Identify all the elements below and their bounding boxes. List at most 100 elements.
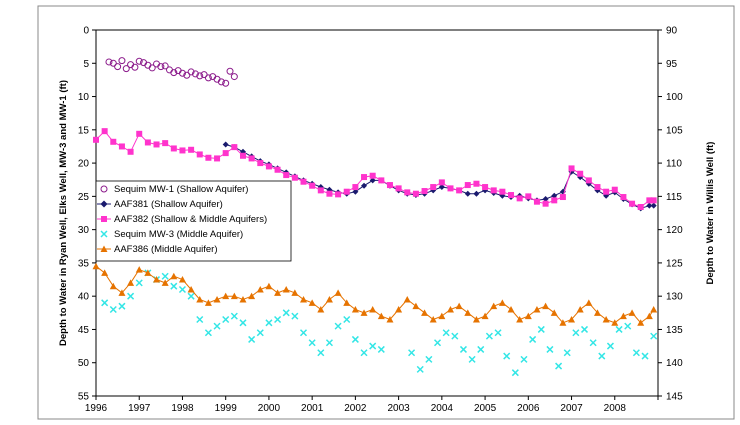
data-point [222, 150, 229, 157]
data-point [118, 57, 126, 65]
x-tick-label: 2008 [604, 403, 627, 414]
data-point [231, 144, 238, 151]
data-point [178, 69, 186, 77]
data-point [308, 339, 316, 347]
y-left-tick-label: 25 [78, 192, 90, 203]
y-right-tick-label: 100 [666, 92, 683, 103]
data-point [299, 329, 308, 337]
data-point [429, 315, 437, 323]
data-point [200, 71, 208, 79]
data-point [606, 342, 614, 350]
x-tick-label: 1999 [215, 403, 238, 414]
data-point [416, 365, 424, 373]
data-point [170, 272, 178, 280]
data-point [343, 315, 351, 324]
axis-layer: 0 5 10 15 20 25 30 35 40 45 50 55 90 95 100 105 110 115 12… [78, 26, 683, 415]
x-tick-label: 2006 [517, 403, 540, 414]
data-point [369, 172, 376, 179]
data-point [274, 289, 282, 296]
data-point [114, 63, 122, 71]
data-point [511, 369, 519, 377]
data-point [118, 302, 126, 310]
data-point [516, 315, 524, 323]
data-point [650, 197, 657, 204]
data-point [503, 352, 511, 360]
data-point [309, 182, 316, 189]
data-point [109, 282, 117, 290]
data-point [187, 292, 195, 300]
x-tick-label: 2002 [344, 403, 367, 414]
data-point [204, 329, 212, 337]
legend-label-mw1: Sequim MW-1 (Shallow Aquifer) [114, 184, 248, 195]
data-point [334, 322, 342, 330]
data-point [148, 64, 156, 72]
data-point [602, 315, 610, 323]
data-point [222, 292, 230, 300]
data-point [629, 200, 636, 207]
data-point [157, 63, 165, 71]
data-point [451, 332, 459, 340]
data-point [459, 345, 467, 353]
y-left-tick-label: 5 [83, 59, 89, 70]
series-0 [105, 57, 238, 87]
data-point [507, 305, 515, 313]
data-point [226, 67, 234, 75]
data-point [408, 349, 416, 357]
x-tick-label: 2001 [301, 403, 324, 414]
data-point [377, 312, 385, 320]
data-point [170, 69, 178, 77]
x-tick-label: 2000 [258, 403, 281, 414]
legend-item-aaf382: AAF382 (Shallow & Middle Aquifers) [97, 214, 267, 225]
series-3 [101, 269, 658, 377]
data-point [498, 299, 506, 306]
data-point [351, 305, 359, 313]
y-right-tick-label: 135 [666, 325, 683, 336]
data-point [438, 179, 445, 186]
data-point [369, 177, 376, 184]
data-point [464, 309, 472, 316]
data-point [162, 140, 169, 147]
legend-item-mw1: Sequim MW-1 (Shallow Aquifer) [100, 184, 248, 195]
y-left-tick-label: 55 [78, 392, 90, 403]
data-point [628, 309, 636, 316]
data-point [477, 345, 485, 353]
data-point [386, 182, 393, 189]
data-point [217, 78, 225, 86]
y-right-tick-label: 110 [666, 159, 682, 170]
data-point [438, 312, 446, 320]
data-point [593, 309, 601, 316]
data-point [187, 68, 195, 76]
data-point [239, 319, 247, 327]
data-point [170, 282, 178, 290]
x-tick-label: 1996 [85, 403, 108, 414]
data-point [105, 58, 113, 66]
series-2 [93, 128, 657, 211]
data-point [650, 202, 657, 209]
data-point [369, 342, 377, 350]
data-point [412, 302, 420, 310]
data-point [300, 178, 307, 185]
series-4 [92, 262, 658, 326]
x-tick-label: 1998 [171, 403, 194, 414]
data-point [646, 202, 653, 209]
data-point [248, 292, 256, 300]
y-right-tick-label: 120 [666, 225, 683, 236]
data-point [377, 345, 385, 353]
data-point [611, 186, 618, 193]
data-point [248, 335, 256, 343]
data-point [335, 191, 342, 198]
y-left-tick-label: 45 [78, 325, 90, 336]
data-point [127, 292, 135, 300]
data-point [222, 79, 230, 87]
data-point [395, 185, 402, 192]
data-point [153, 276, 161, 283]
data-point [525, 193, 532, 200]
data-point [421, 309, 429, 316]
legend-label-aaf386: AAF386 (Middle Aquifer) [114, 244, 218, 255]
data-point [412, 190, 419, 197]
data-point [537, 325, 545, 333]
data-point [196, 151, 203, 158]
data-point [196, 72, 204, 80]
data-point [499, 188, 506, 195]
data-point [188, 146, 195, 153]
